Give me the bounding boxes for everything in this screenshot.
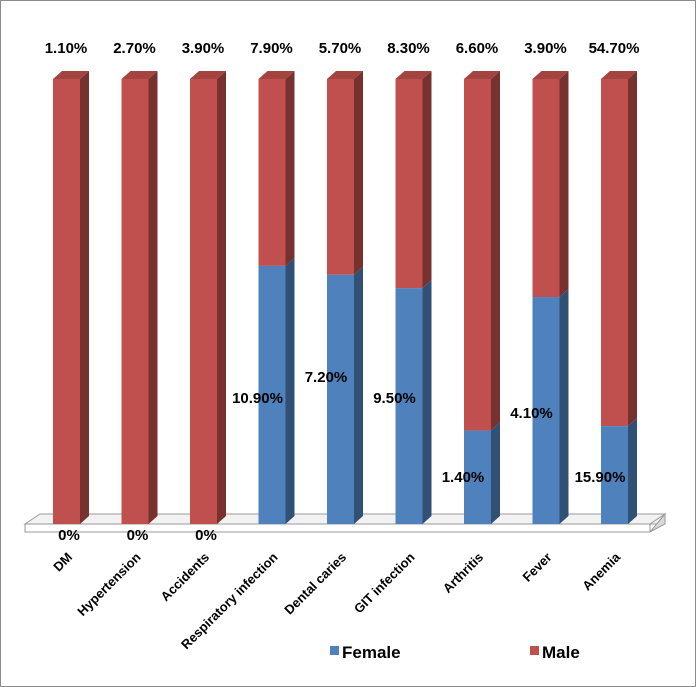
bar-female-5-side (422, 280, 432, 524)
bar-male-3-front (258, 79, 286, 266)
label-female-4: 7.20% (305, 369, 348, 386)
label-female-1: 0% (127, 527, 149, 544)
bar-male-8-front (601, 79, 628, 427)
bar-male-8-side (628, 71, 637, 427)
bar-male-5-front (395, 79, 423, 289)
bar-female-6-side (491, 422, 500, 524)
bar-male-5-side (422, 71, 432, 289)
bar-male-8 (601, 71, 637, 427)
legend-swatch-male (530, 646, 539, 655)
category-label-0: DM (50, 550, 75, 575)
bar-male-7-front (532, 79, 560, 298)
bar-female-7 (532, 289, 569, 524)
label-male-3: 7.90% (250, 40, 293, 57)
bar-female-8-side (628, 418, 637, 524)
category-label-6: Arthritis (440, 550, 486, 596)
bar-female-5-front (395, 288, 423, 524)
label-male-8: 54.70% (589, 40, 640, 57)
bar-male-6 (464, 71, 500, 431)
label-female-2: 0% (195, 527, 217, 544)
bar-male-7-top (532, 71, 569, 79)
bar-male-0-side (80, 71, 89, 524)
bar-female-4-side (354, 266, 363, 524)
bar-male-8-top (601, 71, 637, 79)
label-male-0: 1.10% (45, 40, 88, 57)
label-male-1: 2.70% (113, 40, 156, 57)
bar-male-4-side (354, 71, 363, 275)
legend-label-female: Female (342, 643, 401, 662)
bar-female-6-front (464, 430, 491, 524)
bar-male-5-top (395, 71, 432, 79)
bar-male-2-side (217, 71, 226, 524)
legend: Female Male (330, 643, 580, 662)
bar-female-8 (601, 418, 637, 524)
legend-label-male: Male (542, 643, 580, 662)
bar-male-4-top (327, 71, 363, 79)
bar-female-7-front (532, 297, 560, 524)
label-female-8: 15.90% (575, 469, 626, 486)
bar-male-1-side (148, 71, 158, 524)
category-label-1: Hypertension (74, 549, 143, 618)
bar-female-4-front (327, 274, 354, 524)
bar-male-2-front (190, 79, 217, 524)
label-female-5: 9.50% (373, 390, 416, 407)
label-male-2: 3.90% (182, 40, 225, 57)
legend-swatch-female (330, 646, 339, 655)
bar-female-4 (327, 266, 363, 524)
bar-female-5 (395, 280, 432, 524)
bar-male-4-front (327, 79, 354, 275)
bar-group (53, 71, 637, 524)
category-label-5: GIT infection (351, 549, 418, 616)
bar-male-7-side (559, 71, 569, 298)
label-male-6: 6.60% (456, 40, 499, 57)
category-label-4: Dental caries (281, 550, 349, 618)
bar-male-7 (532, 71, 569, 298)
bar-male-3-top (258, 71, 295, 79)
bar-male-0 (53, 71, 89, 524)
bar-female-6 (464, 422, 500, 524)
category-label-8: Anemia (579, 549, 623, 593)
bar-male-0-top (53, 71, 89, 79)
bar-male-3 (258, 71, 295, 266)
bar-female-3-side (285, 257, 295, 524)
bar-male-1-top (121, 71, 158, 79)
bar-male-2 (190, 71, 226, 524)
bar-male-6-front (464, 79, 491, 431)
bar-male-5 (395, 71, 432, 289)
category-label-7: Fever (519, 550, 554, 585)
label-female-6: 1.40% (442, 469, 485, 486)
bar-male-1 (121, 71, 158, 524)
bar-male-2-top (190, 71, 226, 79)
bar-male-6-side (491, 71, 500, 431)
label-male-7: 3.90% (524, 40, 567, 57)
bar-female-8-front (601, 426, 628, 524)
floor-front (24, 523, 651, 533)
bar-male-3-side (285, 71, 295, 266)
bar-female-3 (258, 257, 295, 524)
label-female-7: 4.10% (510, 405, 553, 422)
label-male-4: 5.70% (319, 40, 362, 57)
bar-male-6-top (464, 71, 500, 79)
bar-female-3-front (258, 265, 286, 524)
bar-female-7-side (559, 289, 569, 524)
data-labels: 1.10% 0% 2.70% 0% 3.90% 0% 7.90% 10.90% 5.70% 7.2… (45, 40, 640, 544)
bar-male-1-front (121, 79, 149, 524)
label-female-0: 0% (58, 527, 80, 544)
bar-male-0-front (53, 79, 80, 524)
category-label-2: Accidents (158, 550, 213, 605)
label-female-3: 10.90% (232, 390, 283, 407)
bar-male-4 (327, 71, 363, 275)
label-male-5: 8.30% (387, 40, 430, 57)
